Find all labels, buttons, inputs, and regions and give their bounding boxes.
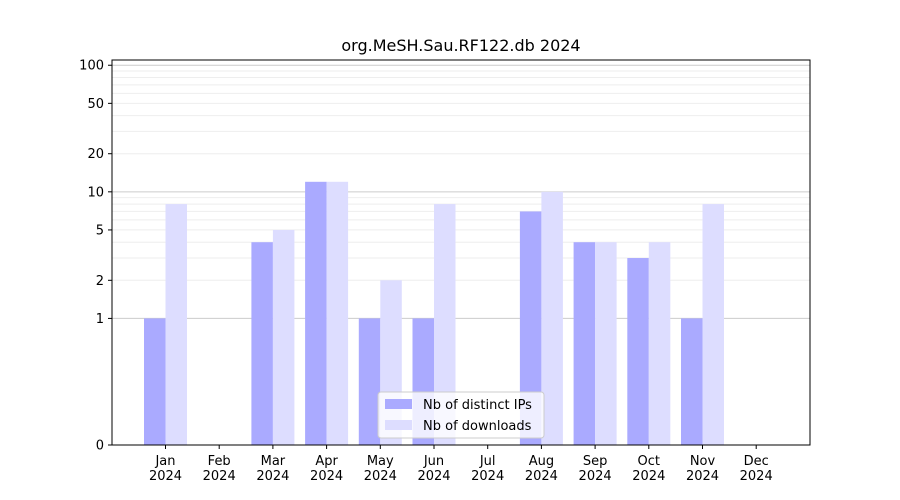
bars <box>144 181 724 445</box>
bar-downloads <box>541 191 563 445</box>
x-tick-label: Oct 2024 <box>632 454 665 484</box>
bar-distinct-ips <box>681 318 703 445</box>
bar-downloads <box>648 242 671 445</box>
y-tick-label: 5 <box>96 223 104 238</box>
bar-distinct-ips <box>519 211 542 445</box>
x-tick-label: Jan 2024 <box>149 454 182 484</box>
x-tick-label: Aug 2024 <box>525 454 558 484</box>
y-tick-label: 10 <box>87 185 104 200</box>
x-tick-label: Nov 2024 <box>686 454 719 484</box>
legend-box <box>377 391 545 439</box>
bar-downloads <box>434 204 456 445</box>
bar-downloads <box>326 181 349 445</box>
y-axis: 0 1 2 5 10 20 50 100 <box>79 59 112 454</box>
grid-lines <box>112 64 810 319</box>
x-tick-label: Sep 2024 <box>579 454 612 484</box>
y-tick-label: 20 <box>87 147 104 162</box>
bar-downloads <box>272 229 295 445</box>
x-tick-label: May 2024 <box>364 454 397 484</box>
chart-title: org.MeSH.Sau.RF122.db 2024 <box>341 36 580 55</box>
plot-frame <box>111 59 811 446</box>
bar-distinct-ips <box>251 242 273 445</box>
x-axis: Jan 2024 Feb 2024 Mar 2024 Apr 2024 May 2024 Jun 20… <box>149 445 773 484</box>
legend-label: Nb of downloads <box>423 419 532 434</box>
legend-label: Nb of distinct IPs <box>423 398 532 413</box>
legend-swatch <box>385 420 412 430</box>
x-tick-label: Jul 2024 <box>471 454 504 484</box>
bar-downloads <box>595 242 617 445</box>
bar-downloads <box>702 204 724 445</box>
y-tick-label: 2 <box>96 274 104 289</box>
y-tick-label: 50 <box>87 97 104 112</box>
y-tick-label: 0 <box>96 439 104 454</box>
x-tick-label: Feb 2024 <box>203 454 236 484</box>
bar-distinct-ips <box>627 258 649 445</box>
x-tick-label: Dec 2024 <box>740 454 773 484</box>
x-tick-label: Apr 2024 <box>310 454 343 484</box>
bar-distinct-ips <box>358 318 381 445</box>
y-tick-label: 1 <box>96 312 104 327</box>
bar-distinct-ips <box>573 242 596 445</box>
y-tick-label: 100 <box>79 59 104 74</box>
x-tick-label: Mar 2024 <box>256 454 289 484</box>
bar-downloads <box>165 204 187 445</box>
x-tick-label: Jun 2024 <box>417 454 450 484</box>
bar-distinct-ips <box>144 318 166 445</box>
bar-distinct-ips <box>305 181 327 445</box>
legend-swatch <box>385 399 412 409</box>
legend: Nb of distinct IPs Nb of downloads <box>377 391 545 439</box>
